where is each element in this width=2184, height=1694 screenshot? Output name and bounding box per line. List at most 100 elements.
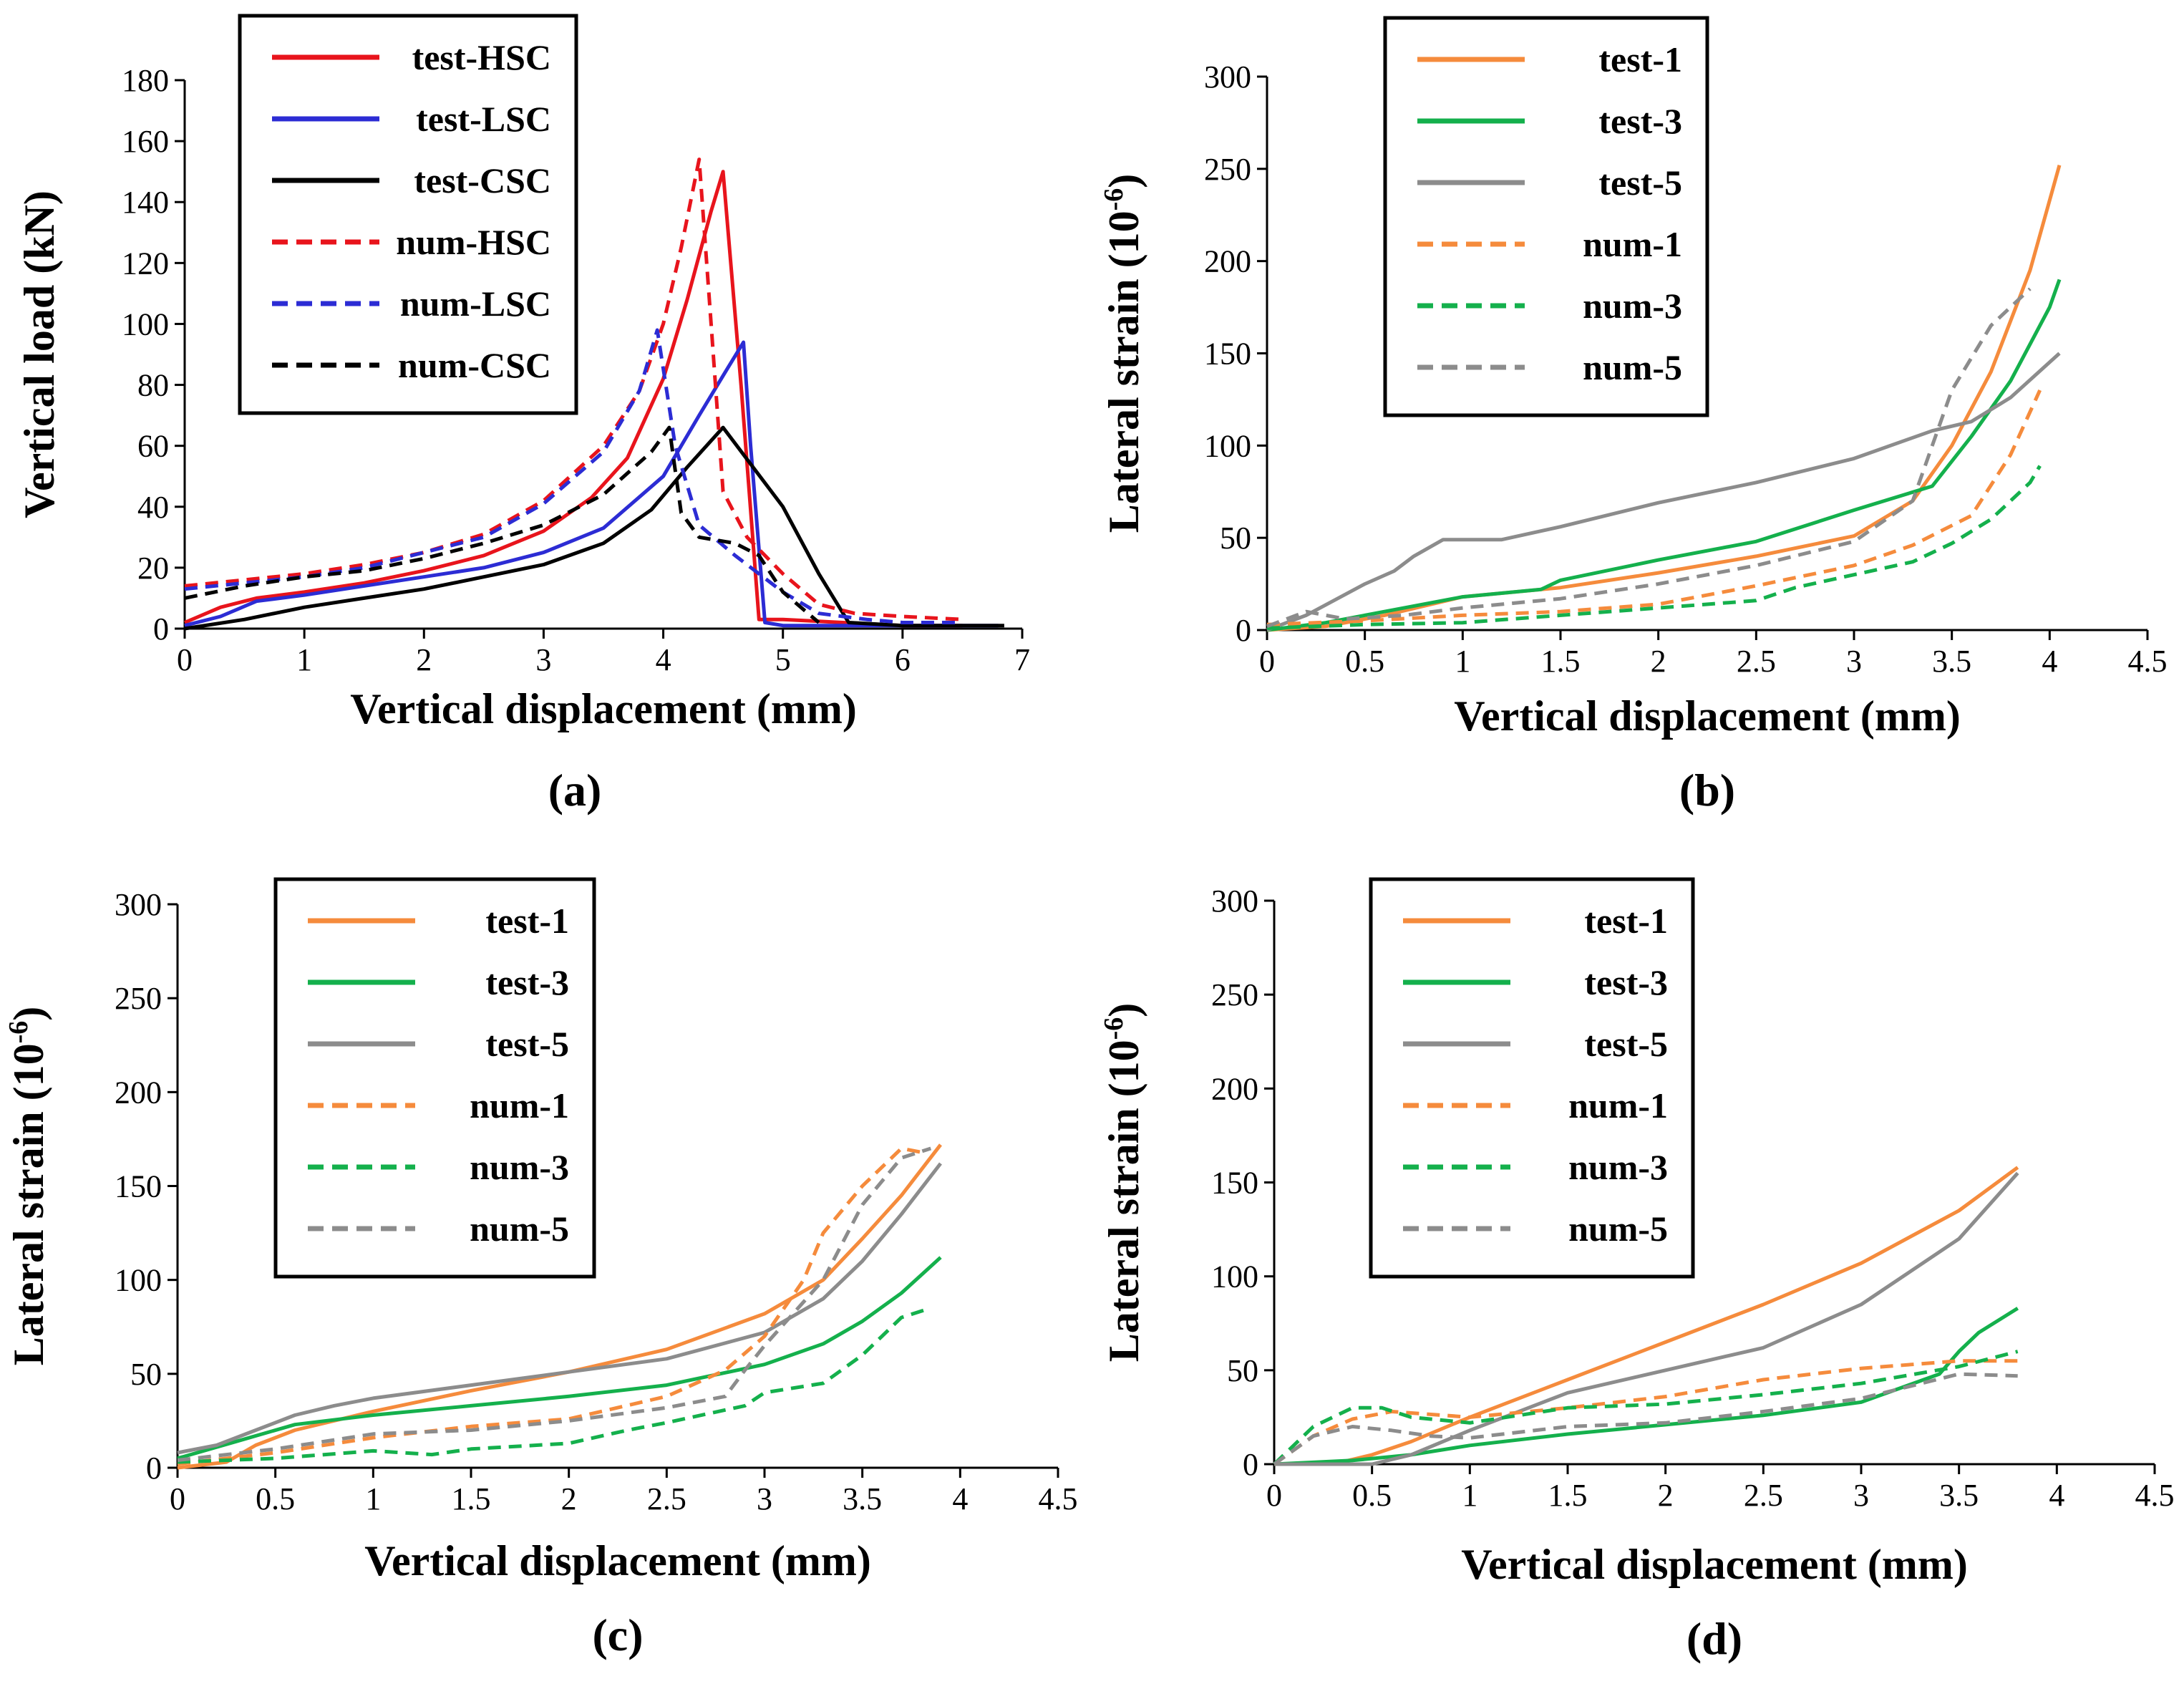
x-tick-label: 2.5 <box>647 1481 686 1516</box>
y-tick-label: 140 <box>122 185 169 220</box>
y-tick-label: 300 <box>115 887 162 922</box>
y-tick-label: 50 <box>1227 1353 1258 1388</box>
x-tick-label: 2 <box>561 1481 577 1516</box>
legend-box <box>273 877 596 1279</box>
y-tick-label: 100 <box>122 306 169 342</box>
y-tick-label: 0 <box>1236 613 1251 648</box>
series-line-num-1 <box>1266 389 2042 626</box>
y-tick-label: 150 <box>1204 337 1251 372</box>
x-tick-label: 1.5 <box>1541 644 1581 679</box>
series-line-num-3 <box>1266 465 2042 630</box>
legend-label: test-1 <box>1584 901 1668 941</box>
series-line-test-HSC <box>184 170 963 628</box>
legend-box <box>1369 877 1695 1279</box>
x-tick-label: 3 <box>1853 1478 1869 1513</box>
y-tick-label: 50 <box>1220 521 1251 556</box>
y-axis-label: Vertical load (kN) <box>16 190 63 518</box>
chart-panel-1: 0 20 40 60 80 100 120 140 160 180 0 1 2 3 4 5 6 7 Vertical… <box>16 14 1030 815</box>
legend-label: num-CSC <box>398 345 551 385</box>
x-tick-label: 0 <box>1266 1478 1282 1513</box>
x-tick-label: 3.5 <box>843 1481 882 1516</box>
y-axis-label-close: ) <box>1100 1003 1147 1017</box>
y-tick-label: 80 <box>137 368 169 403</box>
y-axis-label-close: ) <box>5 1007 52 1021</box>
y-tick-label: 100 <box>115 1263 162 1298</box>
legend-label: test-5 <box>485 1024 569 1064</box>
y-tick-label: 200 <box>1204 244 1251 279</box>
legend-label: num-5 <box>470 1209 569 1249</box>
x-tick-label: 2 <box>1651 644 1666 679</box>
x-tick-label: 0 <box>177 642 193 677</box>
x-tick-label: 5 <box>775 642 791 677</box>
x-tick-label: 3.5 <box>1932 644 1971 679</box>
legend-label: num-3 <box>1568 1147 1668 1187</box>
legend-box <box>1383 16 1709 417</box>
y-tick-label: 50 <box>130 1357 162 1392</box>
series-line-test-CSC <box>184 425 1004 631</box>
y-axis-label-close: ) <box>1100 174 1147 188</box>
y-axis-label-main: Vertical load (kN) <box>16 190 63 518</box>
x-tick-label: 1.5 <box>1548 1478 1588 1513</box>
legend-label: test-1 <box>1598 39 1682 79</box>
x-tick-label: 4 <box>2042 644 2057 679</box>
series-line-num-HSC <box>184 158 963 621</box>
y-tick-label: 60 <box>137 429 169 464</box>
y-axis-label-main: Lateral strain (10 <box>1100 210 1147 533</box>
y-tick-label: 0 <box>153 611 169 647</box>
legend: test-1 test-3 test-5 num-1 num-3 num-5 <box>1383 16 1709 417</box>
series-line-num-5 <box>1273 1372 2018 1466</box>
x-tick-label: 1 <box>1455 644 1470 679</box>
legend-label: test-5 <box>1598 163 1682 203</box>
series-line-num-3 <box>1273 1350 2019 1466</box>
series-line-num-3 <box>177 1306 932 1464</box>
legend-label: test-LSC <box>416 99 551 139</box>
x-tick-label: 4 <box>656 642 671 677</box>
x-tick-label: 2 <box>1658 1478 1674 1513</box>
y-tick-label: 200 <box>115 1075 162 1110</box>
x-tick-label: 3 <box>757 1481 772 1516</box>
y-axis-label-exponent: -6 <box>1099 1017 1129 1040</box>
x-tick-label: 6 <box>895 642 911 677</box>
y-tick-label: 300 <box>1211 884 1258 919</box>
legend: test-1 test-3 test-5 num-1 num-3 num-5 <box>273 877 596 1279</box>
y-tick-label: 20 <box>137 551 169 586</box>
y-axis-label-main: Lateral strain (10 <box>1100 1040 1147 1362</box>
y-tick-label: 0 <box>1243 1447 1258 1482</box>
legend-label: num-HSC <box>396 222 551 262</box>
x-tick-label: 3.5 <box>1939 1478 1979 1513</box>
series-line-test-3 <box>1266 279 2062 632</box>
x-tick-label: 1.5 <box>452 1481 491 1516</box>
x-tick-label: 0.5 <box>1352 1478 1392 1513</box>
y-axis-label: Lateral strain (10-6) <box>1099 174 1147 533</box>
legend-label: num-1 <box>1583 224 1682 264</box>
y-tick-label: 200 <box>1211 1071 1258 1106</box>
legend-label: num-3 <box>1583 286 1682 326</box>
panel-label: (b) <box>1679 765 1735 815</box>
x-tick-label: 4 <box>2049 1478 2064 1513</box>
y-axis-label-exponent: -6 <box>1099 188 1129 211</box>
legend-label: num-LSC <box>400 284 551 324</box>
y-tick-label: 0 <box>146 1451 162 1486</box>
legend: test-1 test-3 test-5 num-1 num-3 num-5 <box>1369 877 1695 1279</box>
x-tick-label: 1 <box>296 642 312 677</box>
y-tick-label: 250 <box>115 981 162 1016</box>
y-tick-label: 180 <box>122 63 169 98</box>
chart-panel-3: 0 50 100 150 200 250 300 0 0.5 1 1.5 2 2.5 3 3.5 4 4.5 Ve… <box>4 877 1078 1660</box>
x-tick-label: 4.5 <box>2135 1478 2175 1513</box>
legend-label: test-3 <box>1584 962 1668 1002</box>
y-tick-label: 150 <box>1211 1166 1258 1201</box>
legend-label: test-3 <box>485 962 569 1002</box>
x-tick-label: 2 <box>416 642 432 677</box>
x-tick-label: 4 <box>952 1481 968 1516</box>
legend-label: test-3 <box>1598 101 1682 141</box>
x-tick-label: 2.5 <box>1737 644 1776 679</box>
legend-label: test-HSC <box>412 37 551 77</box>
x-axis-label: Vertical displacement (mm) <box>1454 692 1961 740</box>
y-tick-label: 250 <box>1211 977 1258 1012</box>
series-line-num-5 <box>1266 287 2032 629</box>
legend-box <box>238 14 578 415</box>
x-tick-label: 1 <box>1462 1478 1477 1513</box>
legend-label: test-CSC <box>414 160 551 200</box>
y-tick-label: 250 <box>1204 152 1251 187</box>
